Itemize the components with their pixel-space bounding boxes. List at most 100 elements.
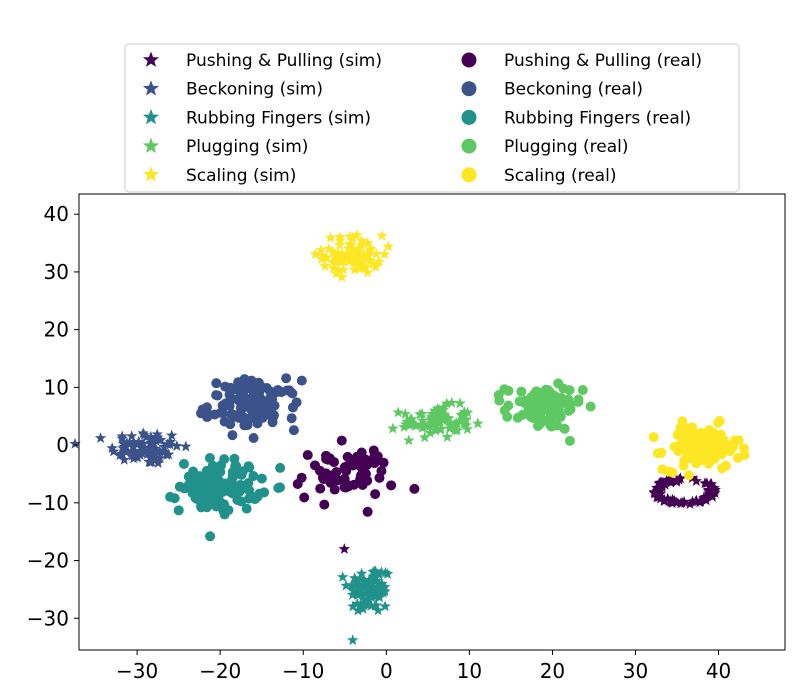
data-point-circle xyxy=(514,396,525,407)
data-point-star xyxy=(662,473,675,485)
data-point-circle xyxy=(225,419,236,430)
data-point-circle xyxy=(207,460,218,471)
data-point-star xyxy=(309,248,322,260)
data-point-circle xyxy=(213,494,224,505)
data-point-star xyxy=(155,434,167,445)
legend-label: Beckoning (real) xyxy=(504,80,643,100)
data-point-star xyxy=(419,431,431,443)
data-point-star xyxy=(472,417,484,429)
data-point-star xyxy=(145,436,157,448)
series-8 xyxy=(493,378,596,446)
data-point-star xyxy=(430,411,442,423)
data-point-star xyxy=(344,247,356,259)
y-tick-label: −30 xyxy=(27,606,69,630)
data-point-star xyxy=(352,604,364,616)
data-point-circle xyxy=(202,476,213,487)
data-point-star xyxy=(461,406,474,418)
data-point-star xyxy=(355,234,368,246)
data-point-star xyxy=(348,572,361,584)
legend-item: Plugging (real) xyxy=(461,137,629,157)
data-point-circle xyxy=(211,378,222,389)
legend-item: Scaling (real) xyxy=(461,166,616,186)
data-point-star xyxy=(334,234,346,246)
data-point-star xyxy=(127,440,139,452)
legend-circle-marker xyxy=(461,81,477,97)
data-point-circle xyxy=(178,458,189,469)
data-point-star xyxy=(429,424,442,436)
data-point-circle xyxy=(336,435,347,446)
data-point-star xyxy=(340,579,352,591)
data-point-star xyxy=(94,432,107,443)
data-point-star xyxy=(123,436,136,448)
data-point-circle xyxy=(281,373,292,384)
data-point-circle xyxy=(216,460,227,471)
series-7 xyxy=(165,452,286,542)
data-point-star xyxy=(709,487,721,498)
data-point-star xyxy=(151,445,163,457)
data-point-circle xyxy=(577,385,588,396)
data-point-star xyxy=(315,253,328,264)
data-point-circle xyxy=(675,423,686,434)
legend-label: Rubbing Fingers (sim) xyxy=(186,108,371,128)
legend-label: Scaling (sim) xyxy=(186,166,296,186)
series-1 xyxy=(69,427,192,468)
data-point-star xyxy=(348,263,361,275)
data-point-star xyxy=(432,408,444,420)
data-point-circle xyxy=(202,412,213,423)
data-point-star xyxy=(351,588,363,600)
data-point-circle xyxy=(227,409,238,420)
data-point-star xyxy=(347,634,359,646)
data-point-circle xyxy=(573,394,584,405)
data-point-star xyxy=(429,404,441,416)
data-point-star xyxy=(327,255,339,267)
series-2 xyxy=(336,565,394,646)
data-point-star xyxy=(438,408,450,420)
data-point-circle xyxy=(370,489,381,500)
data-point-star xyxy=(125,446,138,458)
data-point-circle xyxy=(683,425,694,436)
data-point-star xyxy=(132,435,145,447)
y-tick-label: 30 xyxy=(44,260,69,284)
data-point-star xyxy=(166,429,178,441)
data-point-circle xyxy=(716,447,727,458)
points-layer xyxy=(69,229,750,646)
data-point-star xyxy=(158,440,170,452)
legend-label: Plugging (sim) xyxy=(186,137,308,157)
data-point-star xyxy=(379,600,391,612)
data-point-star xyxy=(361,248,373,260)
data-point-star xyxy=(408,418,421,430)
data-point-star xyxy=(424,427,436,438)
y-tick-label: 20 xyxy=(44,318,69,342)
data-point-circle xyxy=(263,404,274,415)
data-point-star xyxy=(344,238,356,249)
data-point-star xyxy=(358,593,370,605)
data-point-star xyxy=(652,483,664,495)
data-point-star xyxy=(158,445,171,457)
data-point-circle xyxy=(259,487,270,498)
legend-star-marker xyxy=(142,166,160,182)
data-point-circle xyxy=(217,408,228,419)
data-point-circle xyxy=(739,443,750,454)
data-point-star xyxy=(361,584,373,596)
legend-star-marker xyxy=(142,137,160,153)
data-point-circle xyxy=(516,386,527,397)
legend-label: Pushing & Pulling (real) xyxy=(504,51,702,71)
data-point-circle xyxy=(554,411,565,422)
data-point-circle xyxy=(553,378,564,389)
data-point-star xyxy=(336,248,348,260)
data-point-star xyxy=(164,438,176,450)
legend-star-marker xyxy=(142,51,160,67)
data-point-circle xyxy=(648,432,659,443)
data-point-circle xyxy=(656,447,667,458)
plot-frame xyxy=(78,193,786,651)
data-point-circle xyxy=(221,481,232,492)
data-point-star xyxy=(332,250,344,262)
legend-item: Scaling (sim) xyxy=(142,166,296,186)
data-point-star xyxy=(337,263,350,275)
x-tick-label: 20 xyxy=(540,659,565,683)
data-point-star xyxy=(107,445,120,457)
data-point-circle xyxy=(174,481,185,492)
data-point-circle xyxy=(687,435,698,446)
data-point-star xyxy=(370,599,382,611)
data-point-star xyxy=(346,579,358,591)
